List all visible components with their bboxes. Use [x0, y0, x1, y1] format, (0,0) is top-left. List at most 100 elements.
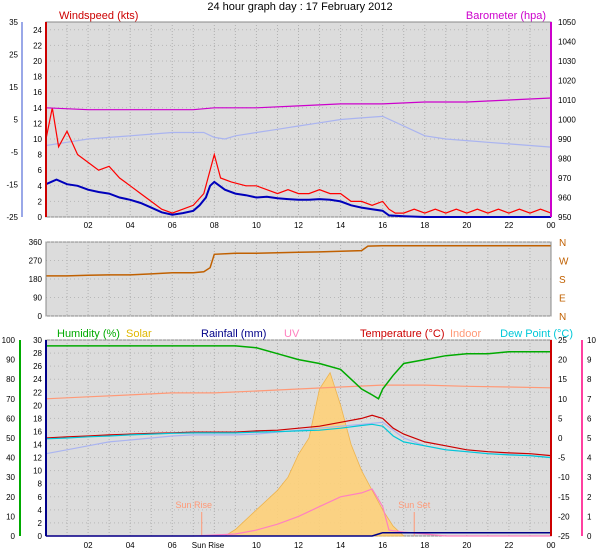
wind-x-tick-label: 10 — [252, 221, 261, 230]
secondary-tick-label: 25 — [9, 51, 18, 60]
conditions-x-tick-label: 18 — [420, 541, 429, 550]
series-humidity — [46, 345, 551, 400]
windspeed-tick-label: 0 — [38, 213, 43, 222]
sunrise-label: Sun Rise — [175, 500, 212, 510]
barometer-tick-label: 970 — [558, 174, 572, 183]
rainfall-tick-label: 8 — [38, 480, 43, 489]
conditions-x-tick-label: 04 — [126, 541, 135, 550]
conditions-x-tick-label: 00 — [547, 541, 556, 550]
conditions-panel: Humidity (%) Solar Rainfall (mm) UV Temp… — [2, 328, 597, 550]
direction-tick-label: 360 — [29, 238, 43, 247]
conditions-series: Sun Rise Sun Set — [45, 345, 552, 537]
series-rainfall — [46, 531, 551, 537]
direction-grid — [46, 241, 551, 317]
direction-series — [46, 244, 551, 277]
windspeed-tick-label: 8 — [38, 151, 43, 160]
series-indoor — [45, 384, 552, 400]
humidity-label: Humidity (%) — [57, 328, 120, 340]
uv-tick-label: 9 — [587, 356, 592, 365]
temperature-tick-label: -25 — [558, 532, 570, 541]
uv-tick-label: 1 — [587, 512, 592, 521]
rainfall-tick-label: 30 — [33, 336, 42, 345]
humidity-tick-label: 0 — [11, 532, 16, 541]
uv-tick-label: 3 — [587, 473, 592, 482]
secondary-tick-label: 5 — [14, 116, 19, 125]
temperature-tick-label: -20 — [558, 512, 570, 521]
rainfall-tick-label: 22 — [33, 388, 42, 397]
conditions-x-tick-label: 02 — [84, 541, 93, 550]
humidity-tick-label: 50 — [6, 434, 15, 443]
wind-x-tick-label: 00 — [547, 221, 556, 230]
uv-tick-label: 10 — [587, 336, 596, 345]
humidity-tick-label: 80 — [6, 375, 15, 384]
uv-tick-label: 6 — [587, 414, 592, 423]
wind-grid — [46, 22, 551, 218]
conditions-x-tick-label: 16 — [378, 541, 387, 550]
windspeed-tick-label: 12 — [33, 119, 42, 128]
rainfall-tick-label: 24 — [33, 375, 42, 384]
humidity-tick-label: 20 — [6, 493, 15, 502]
secondary-tick-label: 35 — [9, 18, 18, 27]
temperature-tick-label: -10 — [558, 473, 570, 482]
rainfall-tick-label: 2 — [38, 519, 43, 528]
uv-tick-label: 7 — [587, 395, 592, 404]
temperature-tick-label: 5 — [558, 414, 563, 423]
rainfall-label: Rainfall (mm) — [201, 328, 266, 340]
temperature-tick-label: 10 — [558, 395, 567, 404]
wind-barometer-panel: Windspeed (kts) Barometer (hpa) 02468101… — [6, 10, 576, 230]
wind-x-tick-label: 02 — [84, 221, 93, 230]
sunrise-x-label: Sun Rise — [192, 541, 225, 550]
uv-label: UV — [284, 328, 300, 340]
windspeed-tick-label: 24 — [33, 26, 42, 35]
temperature-tick-label: -5 — [558, 454, 566, 463]
wind-x-tick-label: 20 — [462, 221, 471, 230]
rainfall-tick-label: 12 — [33, 454, 42, 463]
windspeed-tick-label: 10 — [33, 135, 42, 144]
conditions-x-tick-label: 22 — [504, 541, 513, 550]
series-solar — [223, 371, 405, 537]
windspeed-tick-label: 22 — [33, 41, 42, 50]
barometer-tick-label: 950 — [558, 213, 572, 222]
secondary-tick-label: 15 — [9, 83, 18, 92]
humidity-tick-label: 60 — [6, 414, 15, 423]
rainfall-tick-label: 10 — [33, 467, 42, 476]
direction-tick-label: 180 — [29, 275, 43, 284]
secondary-tick-label: -5 — [11, 148, 19, 157]
wind-series — [45, 97, 552, 218]
uv-tick-label: 4 — [587, 454, 592, 463]
temperature-tick-label: 0 — [558, 434, 563, 443]
wind-x-tick-label: 08 — [210, 221, 219, 230]
series-wind-average — [45, 178, 551, 218]
humidity-tick-label: 10 — [6, 512, 15, 521]
rainfall-tick-label: 6 — [38, 493, 43, 502]
barometer-tick-label: 1040 — [558, 38, 576, 47]
humidity-tick-label: 100 — [2, 336, 16, 345]
compass-label: N — [559, 238, 566, 249]
temperature-tick-label: 15 — [558, 375, 567, 384]
rainfall-tick-label: 16 — [33, 427, 42, 436]
page-title: 24 hour graph day : 17 February 2012 — [207, 1, 392, 13]
humidity-tick-label: 40 — [6, 454, 15, 463]
barometer-tick-label: 1020 — [558, 77, 576, 86]
solar-label: Solar — [126, 328, 152, 340]
barometer-tick-label: 980 — [558, 155, 572, 164]
windspeed-tick-label: 20 — [33, 57, 42, 66]
windspeed-tick-label: 4 — [38, 182, 43, 191]
temperature-label: Temperature (°C) — [360, 328, 444, 340]
rainfall-tick-label: 28 — [33, 349, 42, 358]
uv-tick-label: 2 — [587, 493, 592, 502]
barometer-tick-label: 1050 — [558, 18, 576, 27]
uv-tick-label: 5 — [587, 434, 592, 443]
secondary-tick-label: -15 — [6, 181, 18, 190]
conditions-x-tick-label: 10 — [252, 541, 261, 550]
windspeed-axis-label: Windspeed (kts) — [59, 10, 138, 22]
compass-label: W — [559, 257, 569, 268]
windspeed-tick-label: 2 — [38, 197, 43, 206]
conditions-x-tick-label: 12 — [294, 541, 303, 550]
series-dew-point — [45, 423, 552, 459]
rainfall-tick-label: 4 — [38, 506, 43, 515]
wind-x-tick-label: 16 — [378, 221, 387, 230]
